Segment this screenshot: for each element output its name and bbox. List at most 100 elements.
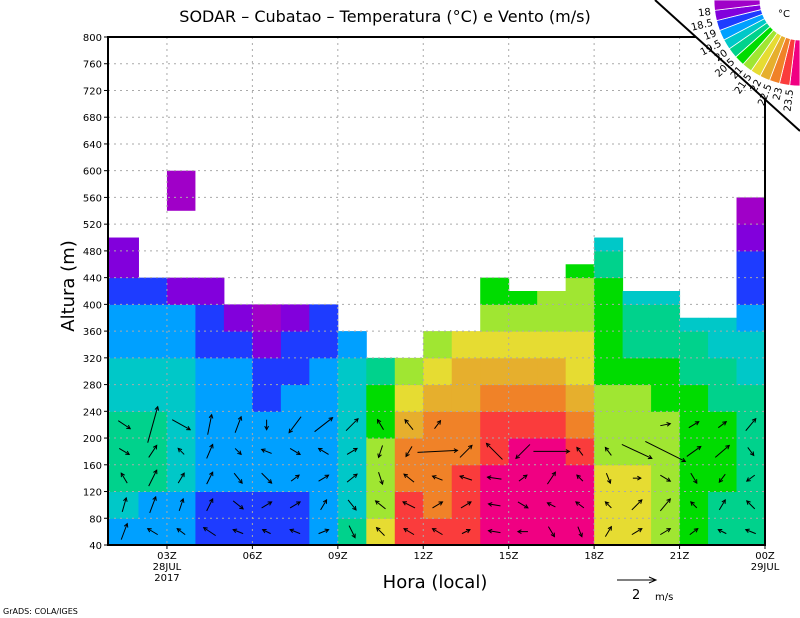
wind-arrow-shaft <box>232 500 244 510</box>
wind-arrow-head <box>405 452 410 458</box>
heatmap-cell <box>195 304 225 332</box>
wind-arrow-shaft <box>546 471 556 485</box>
wind-arrow-shaft <box>403 528 415 536</box>
wind-arrow-shaft <box>203 527 216 537</box>
wind-arrow-head <box>576 446 581 452</box>
wind-arrow-head <box>745 477 751 482</box>
wind-arrow-shaft <box>348 525 356 538</box>
grads-credit: GrADS: COLA/IGES <box>3 607 78 616</box>
wind-arrow-shaft <box>689 528 699 536</box>
wind-arrow-shaft <box>547 526 555 537</box>
wind-arrow-shaft <box>631 499 643 511</box>
wind-arrow <box>261 501 273 509</box>
heatmap-cell <box>309 384 339 412</box>
heatmap-cell <box>736 277 766 305</box>
heatmap-cell <box>594 384 624 412</box>
wind-arrow-head <box>467 444 473 450</box>
wind-arrow-head <box>379 480 384 486</box>
wind-arrow-shaft <box>417 449 458 453</box>
wind-arrow-head <box>436 419 442 425</box>
wind-arrow <box>146 528 158 536</box>
wind-arrow-shaft <box>117 420 131 430</box>
wind-arrow-shaft <box>631 528 643 536</box>
wind-arrow <box>431 528 443 536</box>
heatmap-cell <box>423 384 453 412</box>
wind-arrow <box>147 405 160 443</box>
wind-arrow-head <box>751 417 757 423</box>
wind-arrow-head <box>546 502 552 507</box>
wind-arrow <box>718 499 726 511</box>
x-tick-date-label: 29JUL <box>751 562 780 573</box>
heatmap-cell <box>651 304 681 332</box>
heatmap-cell <box>223 384 253 412</box>
wind-arrow-head <box>744 528 750 534</box>
wind-arrow <box>461 528 471 535</box>
y-axis-label: Altura (m) <box>58 240 79 332</box>
wind-arrow-shaft <box>690 472 698 484</box>
wind-arrow <box>177 472 185 484</box>
heatmap-cell <box>565 357 595 386</box>
wind-arrow <box>605 472 612 485</box>
wind-arrow <box>577 526 583 538</box>
wind-arrow <box>517 501 529 509</box>
wind-arrow-shaft <box>432 501 443 509</box>
heatmap-cell <box>480 277 510 305</box>
wind-arrow-shaft <box>577 526 583 537</box>
wind-arrow-shaft <box>346 447 358 455</box>
heatmap-cell <box>108 491 139 519</box>
wind-arrow-head <box>267 501 273 506</box>
wind-arrow-head <box>264 425 269 431</box>
wind-arrow-head <box>353 473 358 479</box>
wind-arrow <box>402 501 416 509</box>
x-tick-label: 18Z <box>584 551 604 562</box>
wind-arrow <box>688 421 700 429</box>
wind-arrow-head <box>746 500 751 505</box>
wind-arrow-head <box>516 529 522 534</box>
wind-arrow-head <box>237 415 243 421</box>
wind-arrow <box>347 499 357 511</box>
wind-arrow-head <box>637 475 642 481</box>
wind-arrow-head <box>576 474 581 480</box>
wind-arrow-shaft <box>660 423 671 427</box>
heatmap-cell <box>622 291 652 305</box>
wind-arrow-head <box>209 471 214 477</box>
heatmap-cell <box>508 304 538 332</box>
heatmap-cell <box>594 304 624 332</box>
wind-arrow-shaft <box>261 501 272 509</box>
wind-arrow-shaft <box>178 498 184 512</box>
wind-arrow-shaft <box>171 419 191 431</box>
wind-arrow-shaft <box>486 443 503 460</box>
wind-arrow-head <box>123 496 128 502</box>
heatmap-cell <box>508 384 538 412</box>
wind-arrow-head <box>666 498 671 503</box>
heatmap-cell <box>108 331 139 359</box>
wind-arrow <box>631 499 643 511</box>
heatmap-cell <box>138 277 168 305</box>
wind-arrow-head <box>146 528 152 533</box>
wind-arrow-head <box>403 528 409 533</box>
wind-arrow <box>604 501 612 509</box>
wind-arrow-shaft <box>262 529 271 535</box>
heatmap-cell <box>565 331 595 359</box>
wind-arrow <box>660 474 672 482</box>
wind-arrow-head <box>324 474 330 479</box>
heatmap-cell <box>594 411 624 439</box>
wind-arrow <box>117 420 132 430</box>
y-tick-label: 320 <box>83 354 102 365</box>
wind-arrow-head <box>377 418 382 424</box>
wind-arrow-shaft <box>518 474 528 482</box>
wind-arrow <box>171 419 192 431</box>
heatmap-cell <box>651 291 681 305</box>
wind-arrow <box>378 471 384 486</box>
heatmap-cell <box>736 384 766 412</box>
wind-arrow-shaft <box>120 472 128 484</box>
wind-arrow <box>148 469 158 487</box>
heatmap-cell <box>480 304 510 332</box>
wind-arrow-head <box>523 504 529 509</box>
wind-arrow <box>717 421 728 429</box>
heatmap-cell <box>280 384 310 412</box>
wind-arrow <box>232 500 244 510</box>
heatmap-cell <box>108 438 139 466</box>
wind-arrow <box>434 419 442 429</box>
wind-arrow-head <box>466 501 472 506</box>
